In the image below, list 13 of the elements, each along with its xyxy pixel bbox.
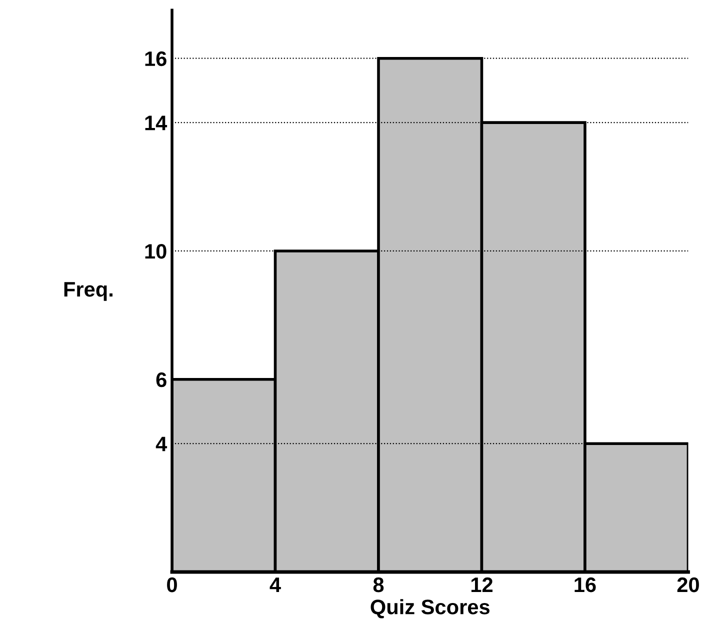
y-tick-label: 16	[145, 51, 166, 66]
x-tick-label: 0	[167, 577, 177, 592]
x-tick-label: 8	[373, 577, 384, 592]
y-tick-label: 14	[145, 116, 168, 130]
y-tick-label: 6	[156, 372, 166, 388]
x-tick-label: 12	[471, 577, 492, 592]
y-tick-label: 10	[145, 244, 166, 259]
x-tick-label: 16	[574, 577, 596, 592]
y-axis-title: Freq.	[64, 282, 112, 301]
x-tick-label: 20	[677, 577, 699, 592]
y-tick-label: 4	[156, 436, 168, 452]
x-tick-label: 4	[270, 578, 281, 592]
x-axis-title: Quiz Scores	[370, 599, 490, 618]
